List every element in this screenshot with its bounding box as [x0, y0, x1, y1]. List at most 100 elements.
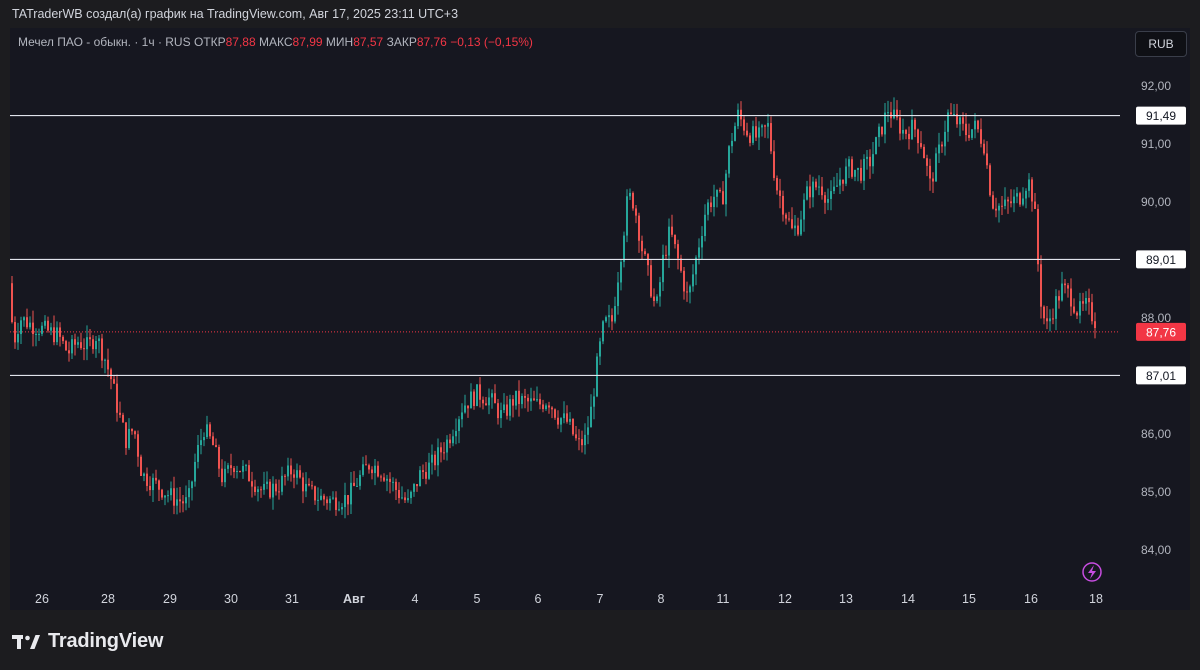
candle-body	[668, 226, 670, 256]
candle-body	[350, 482, 352, 505]
currency-button[interactable]: RUB	[1135, 31, 1187, 57]
candle-body	[881, 126, 883, 135]
candle-body	[1037, 208, 1039, 265]
candle-body	[461, 412, 463, 420]
candle-body	[245, 465, 247, 467]
candle-body	[833, 186, 835, 192]
candle-body	[239, 471, 241, 473]
candle-body	[314, 486, 316, 501]
candle-body	[977, 120, 979, 130]
candle-body	[986, 153, 988, 166]
candle-body	[170, 488, 172, 496]
candle-body	[746, 130, 748, 136]
candle-body	[71, 339, 73, 354]
candle-body	[698, 247, 700, 258]
candle-body	[140, 456, 142, 476]
candle-body	[497, 403, 499, 419]
candle-body	[386, 478, 388, 481]
candle-body	[788, 218, 790, 220]
candle-body	[1040, 264, 1042, 307]
candle-body	[515, 390, 517, 406]
candle-body	[620, 261, 622, 283]
candle-body	[230, 465, 232, 469]
footer	[0, 610, 1200, 670]
candle-body	[26, 317, 28, 328]
candle-body	[749, 135, 751, 143]
candle-body	[578, 438, 580, 440]
candle-body	[1046, 318, 1048, 322]
candle-body	[206, 424, 208, 438]
candle-body	[92, 339, 94, 350]
candle-body	[446, 439, 448, 453]
candle-body	[896, 109, 898, 118]
candle-body	[584, 434, 586, 446]
candle-body	[854, 169, 856, 177]
candle-body	[1043, 306, 1045, 319]
candle-body	[716, 189, 718, 197]
candle-body	[236, 471, 238, 473]
candle-body	[509, 399, 511, 416]
candle-body	[437, 447, 439, 466]
candle-body	[425, 471, 427, 479]
candle-body	[482, 399, 484, 404]
candle-body	[845, 166, 847, 184]
candle-body	[683, 270, 685, 292]
y-tick-label: 91,00	[1141, 137, 1171, 151]
candle-body	[869, 156, 871, 167]
price-chart[interactable]: 84,0085,0086,0087,0088,0089,0090,0091,00…	[10, 28, 1190, 610]
candle-body	[422, 470, 424, 472]
candle-body	[989, 165, 991, 196]
brand[interactable]: TradingView	[12, 630, 163, 653]
candle-body	[965, 123, 967, 136]
candle-body	[842, 179, 844, 184]
chart-pane[interactable]	[10, 28, 1190, 610]
candle-body	[599, 341, 601, 357]
candle-body	[101, 338, 103, 361]
candle-body	[1067, 285, 1069, 289]
candle-body	[935, 153, 937, 182]
candle-body	[38, 333, 40, 335]
candle-body	[263, 483, 265, 490]
candle-body	[260, 489, 262, 491]
candle-body	[572, 418, 574, 435]
candle-body	[371, 469, 373, 474]
y-tick-label: 92,00	[1141, 79, 1171, 93]
candle-body	[548, 405, 550, 408]
candle-body	[581, 439, 583, 446]
candle-body	[305, 483, 307, 492]
candle-body	[155, 477, 157, 481]
candle-body	[605, 317, 607, 322]
candle-body	[383, 477, 385, 481]
candle-body	[128, 428, 130, 449]
candle-body	[734, 126, 736, 141]
candle-body	[1001, 205, 1003, 207]
candle-body	[266, 481, 268, 484]
candle-body	[326, 499, 328, 504]
candle-body	[857, 167, 859, 170]
candle-body	[875, 137, 877, 155]
candle-body	[524, 395, 526, 398]
candle-body	[848, 159, 850, 167]
candle-body	[674, 234, 676, 245]
candle-body	[86, 337, 88, 350]
candle-body	[878, 126, 880, 138]
candle-body	[485, 403, 487, 406]
candle-body	[629, 192, 631, 197]
candle-body	[884, 112, 886, 135]
candle-body	[506, 404, 508, 416]
candle-body	[47, 320, 49, 331]
candle-body	[692, 274, 694, 287]
candle-body	[110, 369, 112, 380]
candle-body	[797, 225, 799, 235]
candle-body	[221, 468, 223, 483]
candle-body	[134, 431, 136, 435]
x-tick-label: 15	[962, 592, 976, 606]
candle-body	[452, 436, 454, 444]
candle-body	[575, 434, 577, 439]
candle-body	[89, 337, 91, 340]
candle-body	[158, 480, 160, 490]
candle-body	[53, 327, 55, 343]
candle-body	[320, 495, 322, 500]
candle-body	[731, 140, 733, 147]
candle-body	[554, 409, 556, 418]
